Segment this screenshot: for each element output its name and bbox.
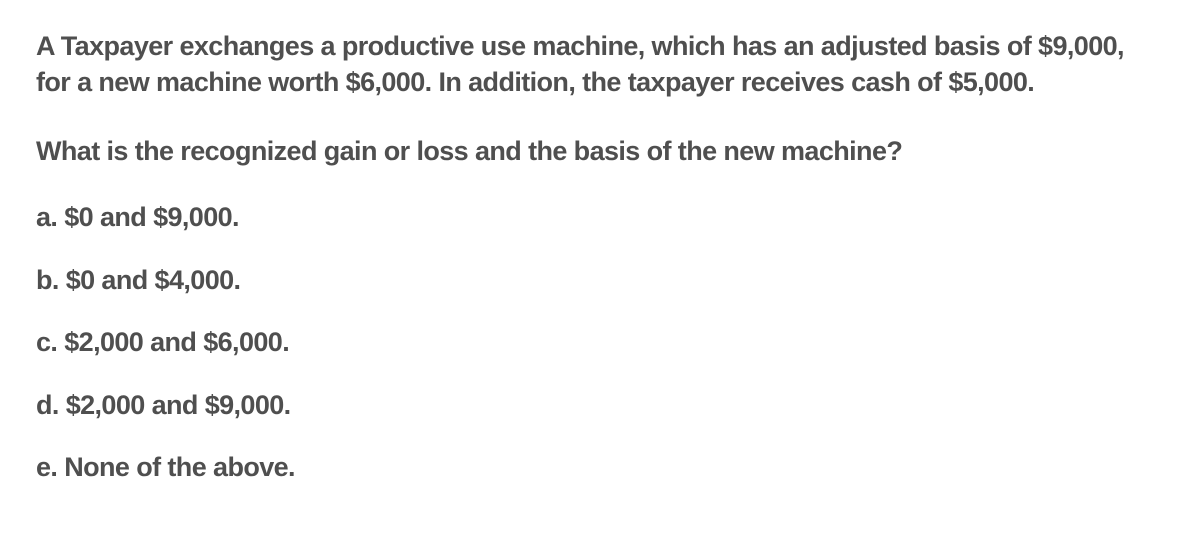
option-d[interactable]: d. $2,000 and $9,000. (36, 387, 1164, 423)
question-prompt: What is the recognized gain or loss and … (36, 133, 1164, 169)
option-letter: a. (36, 202, 57, 232)
option-e[interactable]: e. None of the above. (36, 449, 1164, 485)
option-letter: b. (36, 265, 59, 295)
option-letter: c. (36, 327, 57, 357)
question-stem: A Taxpayer exchanges a productive use ma… (36, 28, 1164, 101)
options-list: a. $0 and $9,000. b. $0 and $4,000. c. $… (36, 199, 1164, 485)
option-c[interactable]: c. $2,000 and $6,000. (36, 324, 1164, 360)
option-text: $0 and $4,000. (66, 265, 241, 295)
option-text: $2,000 and $9,000. (66, 390, 291, 420)
option-text: $2,000 and $6,000. (64, 327, 289, 357)
option-text: None of the above. (64, 452, 295, 482)
option-text: $0 and $9,000. (64, 202, 239, 232)
option-letter: e. (36, 452, 57, 482)
option-letter: d. (36, 390, 59, 420)
question-block: A Taxpayer exchanges a productive use ma… (0, 0, 1200, 486)
option-b[interactable]: b. $0 and $4,000. (36, 262, 1164, 298)
option-a[interactable]: a. $0 and $9,000. (36, 199, 1164, 235)
